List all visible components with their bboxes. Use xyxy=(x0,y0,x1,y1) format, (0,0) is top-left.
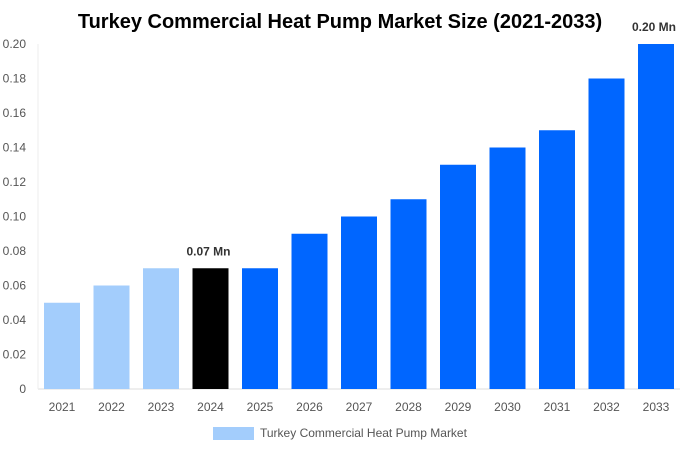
legend-label: Turkey Commercial Heat Pump Market xyxy=(260,426,468,440)
y-tick-label: 0.04 xyxy=(3,313,27,327)
x-tick-label: 2025 xyxy=(247,400,274,414)
chart-title: Turkey Commercial Heat Pump Market Size … xyxy=(78,11,602,33)
bar-2027[interactable] xyxy=(341,216,377,390)
y-tick-label: 0.14 xyxy=(3,141,27,155)
x-tick-label: 2031 xyxy=(544,400,571,414)
data-label-2024: 0.07 Mn xyxy=(186,244,230,258)
y-tick-label: 0.18 xyxy=(3,72,27,86)
x-tick-label: 2032 xyxy=(593,400,620,414)
y-tick-label: 0.16 xyxy=(3,106,27,120)
bar-2032[interactable] xyxy=(588,78,625,390)
bars xyxy=(44,44,674,389)
y-tick-label: 0.06 xyxy=(3,279,27,293)
y-tick-label: 0.12 xyxy=(3,175,27,189)
x-tick-label: 2023 xyxy=(148,400,175,414)
x-tick-label: 2030 xyxy=(494,400,521,414)
x-tick-label: 2026 xyxy=(296,400,323,414)
y-tick-label: 0.08 xyxy=(3,244,27,258)
data-labels: 0.07 Mn 0.20 Mn xyxy=(186,20,676,258)
bar-2024[interactable] xyxy=(192,268,229,389)
x-tick-label: 2021 xyxy=(49,400,76,414)
y-tick-label: 0.20 xyxy=(3,37,27,51)
y-tick-label: 0 xyxy=(19,382,26,396)
x-tick-label: 2029 xyxy=(445,400,472,414)
y-tick-label: 0.02 xyxy=(3,348,27,362)
legend-swatch xyxy=(213,427,254,440)
x-tick-label: 2028 xyxy=(395,400,422,414)
bar-2021[interactable] xyxy=(44,302,80,389)
bar-2023[interactable] xyxy=(143,268,179,389)
bar-2022[interactable] xyxy=(93,285,130,390)
bar-2026[interactable] xyxy=(291,233,328,389)
bar-2025[interactable] xyxy=(242,268,278,389)
bar-2031[interactable] xyxy=(539,130,575,389)
x-tick-label: 2027 xyxy=(346,400,373,414)
x-tick-label: 2024 xyxy=(197,400,224,414)
x-axis: 2021 2022 2023 2024 2025 2026 2027 2028 2029 2030… xyxy=(49,400,670,414)
bar-2030[interactable] xyxy=(489,147,526,390)
x-tick-label: 2022 xyxy=(98,400,125,414)
y-axis: 0 0.02 0.04 0.06 0.08 0.10 0.12 0.14 0.16 0.18 0.2… xyxy=(3,37,27,396)
bar-2033[interactable] xyxy=(638,44,674,389)
bar-2028[interactable] xyxy=(390,199,427,389)
data-label-2033: 0.20 Mn xyxy=(632,20,676,34)
legend[interactable]: Turkey Commercial Heat Pump Market xyxy=(213,426,468,440)
x-tick-label: 2033 xyxy=(643,400,670,414)
y-tick-label: 0.10 xyxy=(3,210,27,224)
bar-2029[interactable] xyxy=(440,164,476,389)
